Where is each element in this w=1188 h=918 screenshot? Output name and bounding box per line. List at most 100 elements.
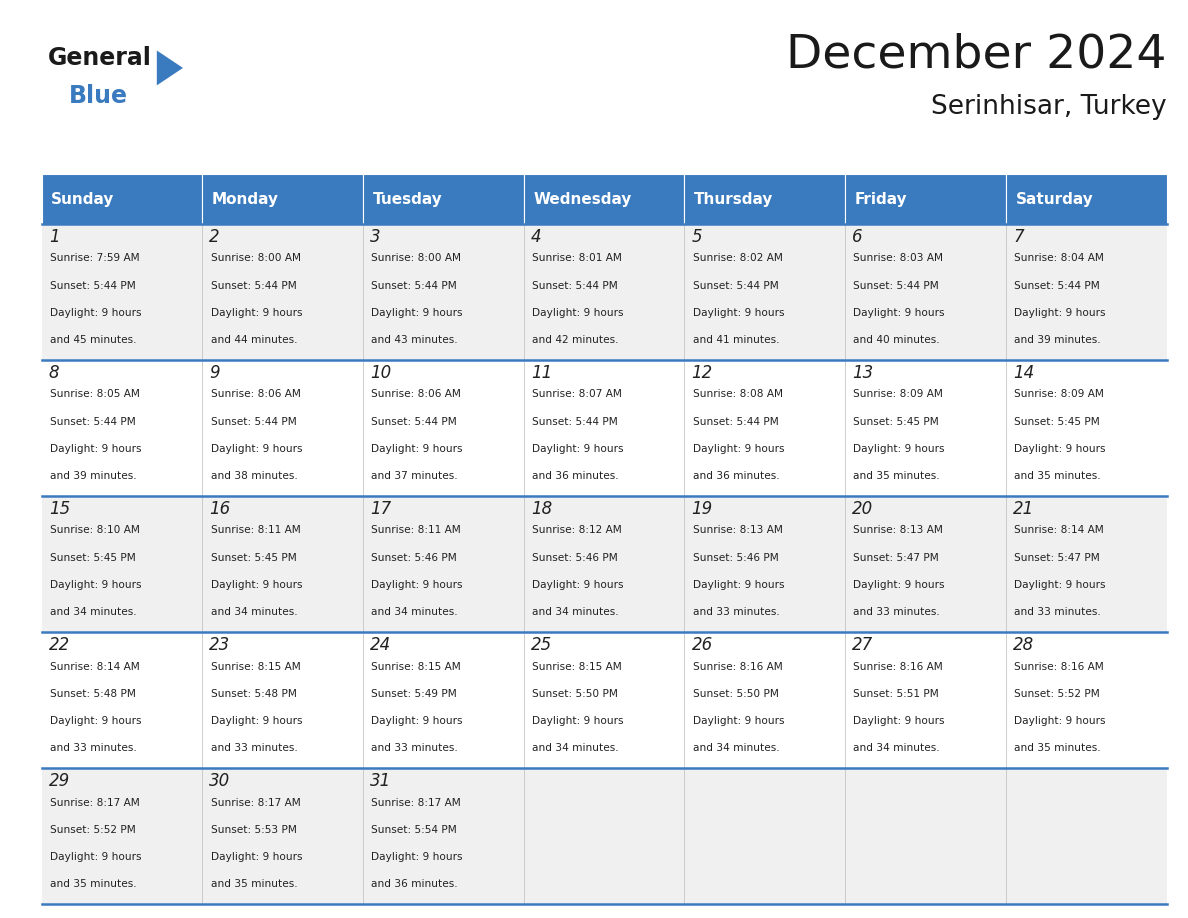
Text: Saturday: Saturday <box>1016 192 1093 207</box>
Bar <box>42 174 202 224</box>
Text: 30: 30 <box>209 772 230 789</box>
Text: Sunset: 5:44 PM: Sunset: 5:44 PM <box>210 281 296 291</box>
Text: Sunrise: 8:02 AM: Sunrise: 8:02 AM <box>693 253 783 263</box>
Text: Daylight: 9 hours: Daylight: 9 hours <box>50 716 141 726</box>
Text: Sunset: 5:44 PM: Sunset: 5:44 PM <box>50 281 135 291</box>
Text: Sunrise: 8:14 AM: Sunrise: 8:14 AM <box>1015 525 1104 535</box>
Text: and 33 minutes.: and 33 minutes. <box>693 607 779 617</box>
Text: Sunrise: 8:17 AM: Sunrise: 8:17 AM <box>50 798 140 808</box>
Text: Daylight: 9 hours: Daylight: 9 hours <box>210 443 302 453</box>
Text: Daylight: 9 hours: Daylight: 9 hours <box>210 580 302 590</box>
Polygon shape <box>157 50 183 85</box>
Text: Sunrise: 8:13 AM: Sunrise: 8:13 AM <box>853 525 943 535</box>
Text: Sunset: 5:49 PM: Sunset: 5:49 PM <box>372 688 457 699</box>
Text: Daylight: 9 hours: Daylight: 9 hours <box>372 852 463 862</box>
Text: Sunrise: 8:16 AM: Sunrise: 8:16 AM <box>853 662 943 671</box>
Text: 20: 20 <box>852 499 873 518</box>
Text: Blue: Blue <box>69 84 128 108</box>
Text: Daylight: 9 hours: Daylight: 9 hours <box>50 580 141 590</box>
Text: Sunset: 5:50 PM: Sunset: 5:50 PM <box>532 688 618 699</box>
Text: and 38 minutes.: and 38 minutes. <box>210 471 297 481</box>
Text: Daylight: 9 hours: Daylight: 9 hours <box>1015 580 1106 590</box>
Text: Sunrise: 8:11 AM: Sunrise: 8:11 AM <box>210 525 301 535</box>
Text: Sunrise: 8:09 AM: Sunrise: 8:09 AM <box>853 389 943 399</box>
Text: Daylight: 9 hours: Daylight: 9 hours <box>210 308 302 318</box>
Text: and 42 minutes.: and 42 minutes. <box>532 335 619 345</box>
Text: Daylight: 9 hours: Daylight: 9 hours <box>50 443 141 453</box>
Text: Sunset: 5:45 PM: Sunset: 5:45 PM <box>853 417 940 427</box>
Text: 1: 1 <box>49 228 59 246</box>
Text: Thursday: Thursday <box>694 192 773 207</box>
Text: and 35 minutes.: and 35 minutes. <box>1015 744 1101 753</box>
Text: and 45 minutes.: and 45 minutes. <box>50 335 137 345</box>
Text: Sunset: 5:52 PM: Sunset: 5:52 PM <box>1015 688 1100 699</box>
Text: Serinhisar, Turkey: Serinhisar, Turkey <box>931 94 1167 119</box>
Text: Sunset: 5:54 PM: Sunset: 5:54 PM <box>372 824 457 834</box>
Text: Sunset: 5:44 PM: Sunset: 5:44 PM <box>372 417 457 427</box>
Text: Sunset: 5:44 PM: Sunset: 5:44 PM <box>210 417 296 427</box>
Text: Sunset: 5:51 PM: Sunset: 5:51 PM <box>853 688 940 699</box>
Text: and 35 minutes.: and 35 minutes. <box>1015 471 1101 481</box>
Text: 6: 6 <box>852 228 862 246</box>
Text: Sunrise: 8:06 AM: Sunrise: 8:06 AM <box>372 389 461 399</box>
Text: Sunrise: 8:17 AM: Sunrise: 8:17 AM <box>372 798 461 808</box>
Bar <box>42 496 1167 633</box>
Text: Daylight: 9 hours: Daylight: 9 hours <box>853 716 944 726</box>
Text: Daylight: 9 hours: Daylight: 9 hours <box>372 580 463 590</box>
Text: Daylight: 9 hours: Daylight: 9 hours <box>693 308 784 318</box>
Text: Sunrise: 8:07 AM: Sunrise: 8:07 AM <box>532 389 623 399</box>
Text: Daylight: 9 hours: Daylight: 9 hours <box>853 580 944 590</box>
Text: Tuesday: Tuesday <box>373 192 442 207</box>
Text: 10: 10 <box>371 364 391 382</box>
Text: and 34 minutes.: and 34 minutes. <box>693 744 779 753</box>
Text: 25: 25 <box>531 636 552 654</box>
Text: 28: 28 <box>1013 636 1035 654</box>
Text: Daylight: 9 hours: Daylight: 9 hours <box>210 716 302 726</box>
Text: Sunset: 5:52 PM: Sunset: 5:52 PM <box>50 824 135 834</box>
Text: 2: 2 <box>209 228 220 246</box>
Text: 5: 5 <box>691 228 702 246</box>
Text: 31: 31 <box>371 772 391 789</box>
Text: Sunset: 5:44 PM: Sunset: 5:44 PM <box>372 281 457 291</box>
Text: Sunset: 5:48 PM: Sunset: 5:48 PM <box>210 688 297 699</box>
Text: Daylight: 9 hours: Daylight: 9 hours <box>372 308 463 318</box>
Text: Sunrise: 8:13 AM: Sunrise: 8:13 AM <box>693 525 783 535</box>
Text: 19: 19 <box>691 499 713 518</box>
Text: Daylight: 9 hours: Daylight: 9 hours <box>1015 716 1106 726</box>
Text: 17: 17 <box>371 499 391 518</box>
Text: Sunrise: 8:15 AM: Sunrise: 8:15 AM <box>532 662 621 671</box>
Text: Daylight: 9 hours: Daylight: 9 hours <box>50 852 141 862</box>
Text: and 39 minutes.: and 39 minutes. <box>1015 335 1101 345</box>
Text: 18: 18 <box>531 499 552 518</box>
Text: 12: 12 <box>691 364 713 382</box>
Bar <box>42 633 1167 768</box>
Bar <box>684 174 845 224</box>
Text: Sunrise: 8:04 AM: Sunrise: 8:04 AM <box>1015 253 1104 263</box>
Text: Daylight: 9 hours: Daylight: 9 hours <box>532 308 624 318</box>
Text: Daylight: 9 hours: Daylight: 9 hours <box>693 580 784 590</box>
Text: and 34 minutes.: and 34 minutes. <box>532 744 619 753</box>
Text: Sunset: 5:44 PM: Sunset: 5:44 PM <box>1015 281 1100 291</box>
Text: Sunrise: 8:14 AM: Sunrise: 8:14 AM <box>50 662 140 671</box>
Text: and 33 minutes.: and 33 minutes. <box>50 744 137 753</box>
Text: Sunday: Sunday <box>51 192 114 207</box>
Text: and 34 minutes.: and 34 minutes. <box>210 607 297 617</box>
Bar <box>42 768 1167 904</box>
Text: Sunset: 5:50 PM: Sunset: 5:50 PM <box>693 688 778 699</box>
Text: 22: 22 <box>49 636 70 654</box>
Text: Sunset: 5:44 PM: Sunset: 5:44 PM <box>50 417 135 427</box>
Bar <box>364 174 524 224</box>
Text: Sunset: 5:44 PM: Sunset: 5:44 PM <box>693 281 778 291</box>
Text: Sunset: 5:44 PM: Sunset: 5:44 PM <box>853 281 940 291</box>
Bar <box>202 174 364 224</box>
Text: Sunrise: 8:08 AM: Sunrise: 8:08 AM <box>693 389 783 399</box>
Text: Sunrise: 8:16 AM: Sunrise: 8:16 AM <box>693 662 783 671</box>
Text: Friday: Friday <box>854 192 908 207</box>
Text: and 33 minutes.: and 33 minutes. <box>372 744 459 753</box>
Text: and 40 minutes.: and 40 minutes. <box>853 335 940 345</box>
Text: Sunrise: 8:16 AM: Sunrise: 8:16 AM <box>1015 662 1104 671</box>
Text: Sunset: 5:44 PM: Sunset: 5:44 PM <box>532 281 618 291</box>
Text: Sunrise: 8:06 AM: Sunrise: 8:06 AM <box>210 389 301 399</box>
Text: Monday: Monday <box>211 192 279 207</box>
Text: Daylight: 9 hours: Daylight: 9 hours <box>532 716 624 726</box>
